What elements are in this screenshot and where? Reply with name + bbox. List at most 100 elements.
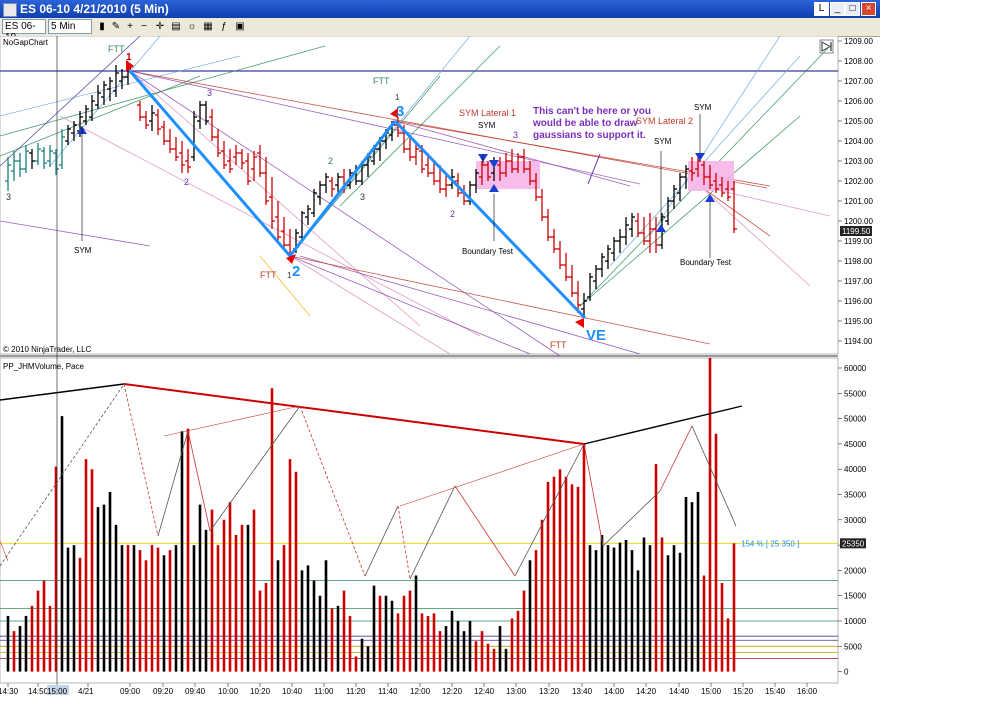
minimize-icon[interactable]: _	[830, 2, 845, 16]
trend-line	[0, 35, 141, 167]
label-ftt-3: FTT	[373, 76, 390, 86]
time-tick-label: 15:00	[47, 687, 68, 696]
label-ftt-1: FTT	[108, 44, 125, 54]
bar-type-icon[interactable]: ▮	[99, 21, 105, 32]
arrow-marker	[695, 153, 705, 161]
trend-line	[129, 70, 561, 357]
price-tick-label: 1194.00	[844, 337, 873, 346]
interval-selector[interactable]: 5 Min	[48, 19, 92, 34]
volume-trend-line	[399, 443, 585, 507]
trend-line	[0, 75, 201, 157]
last-volume-label: 25350	[842, 539, 865, 548]
annotation-arrow	[587, 153, 601, 185]
trend-line	[289, 255, 451, 355]
label-point-ve: VE	[586, 327, 606, 344]
chart-canvas[interactable]: NoGapChart © 2010 NinjaTrader, LLC PP_JH…	[0, 35, 880, 701]
app-icon	[3, 3, 17, 17]
trend-line	[59, 115, 481, 337]
trend-line	[0, 220, 151, 247]
zoom-in-icon[interactable]: +	[127, 21, 133, 32]
volume-trend-line	[209, 405, 301, 532]
time-highlight	[47, 685, 69, 695]
trend-line	[699, 185, 811, 287]
template-icon[interactable]: ▣	[235, 21, 245, 32]
instrument-selector[interactable]: ES 06-10	[2, 19, 46, 43]
volume-panel	[0, 357, 839, 684]
time-tick-label: 13:00	[506, 687, 527, 696]
label-point-3: 3	[396, 103, 404, 120]
time-tick-label: 10:20	[250, 687, 271, 696]
indicator-icon[interactable]: ƒ	[221, 21, 227, 32]
swing-line	[288, 120, 397, 257]
time-tick-label: 09:40	[185, 687, 206, 696]
volume-trend-line	[123, 383, 159, 537]
volume-panel-label: PP_JHMVolume, Pace	[3, 362, 84, 371]
price-tick-label: 1209.00	[844, 37, 873, 46]
time-tick-label: 10:00	[218, 687, 239, 696]
time-tick-label: 4/21	[78, 687, 94, 696]
volume-trend-line	[0, 383, 125, 401]
price-panel-label: NoGapChart	[3, 38, 49, 47]
crosshair-icon[interactable]: ✛	[155, 21, 165, 32]
label-sym-lateral-2: SYM Lateral 2	[636, 116, 693, 126]
trend-line	[299, 255, 641, 355]
volume-trend-line	[163, 405, 301, 437]
swing-line	[128, 70, 292, 257]
volume-tick-label: 10000	[844, 617, 867, 626]
price-tick-label: 1198.00	[844, 257, 873, 266]
time-tick-label: 09:00	[120, 687, 141, 696]
chart-area[interactable]: NoGapChart © 2010 NinjaTrader, LLC PP_JH…	[0, 35, 880, 701]
trend-line	[339, 45, 501, 207]
trend-line	[289, 255, 531, 355]
volume-tick-label: 30000	[844, 516, 867, 525]
chart-trader-icon[interactable]: ▦	[203, 21, 213, 32]
volume-trend-line	[659, 425, 693, 492]
label-sym-lateral-1: SYM Lateral 1	[459, 108, 516, 118]
label-small-3b: 3	[207, 88, 212, 98]
volume-trend-line	[187, 430, 211, 532]
price-tick-label: 1199.00	[844, 237, 873, 246]
time-tick-label: 09:20	[153, 687, 174, 696]
pace-label: 154 % [ 25 350 ]	[741, 539, 799, 548]
label-boundary-test-1: Boundary Test	[462, 247, 514, 256]
volume-tick-label: 35000	[844, 491, 867, 500]
label-sym-4: SYM	[694, 103, 712, 112]
drawing-tool-icon[interactable]: ✎	[111, 21, 121, 32]
time-tick-label: 12:20	[442, 687, 463, 696]
maximize-icon[interactable]: □	[845, 2, 860, 16]
time-tick-label: 16:00	[797, 687, 818, 696]
volume-tick-label: 50000	[844, 415, 867, 424]
label-sym-1: SYM	[74, 246, 92, 255]
label-sym-3: SYM	[654, 137, 672, 146]
label-ftt-4: FTT	[550, 340, 567, 350]
volume-trend-line	[454, 485, 516, 577]
volume-trend-line	[0, 540, 9, 562]
time-tick-label: 14:50	[28, 687, 49, 696]
price-panel	[0, 35, 839, 355]
last-price-box	[840, 226, 872, 236]
time-tick-label: 13:20	[539, 687, 560, 696]
strategy-icon[interactable]: ☼	[187, 21, 197, 32]
ftt-flag	[575, 318, 584, 328]
properties-icon[interactable]: ▤	[171, 21, 181, 32]
time-tick-label: 11:00	[314, 687, 334, 696]
label-small-2c: 2	[450, 209, 455, 219]
price-tick-label: 1195.00	[844, 317, 873, 326]
copyright-text: © 2010 NinjaTrader, LLC	[3, 345, 92, 354]
play-icon[interactable]	[819, 39, 834, 54]
volume-tick-label: 15000	[844, 592, 867, 601]
volume-tick-label: 20000	[844, 566, 867, 575]
link-button[interactable]: L	[814, 2, 829, 16]
price-tick-label: 1206.00	[844, 97, 873, 106]
label-small-3d: 3	[513, 130, 518, 140]
label-point-2: 2	[292, 263, 300, 280]
close-icon[interactable]: ×	[861, 2, 876, 16]
time-tick-label: 14:20	[636, 687, 657, 696]
zoom-out-icon[interactable]: −	[141, 21, 147, 32]
time-tick-label: 15:00	[701, 687, 722, 696]
arrow-marker	[705, 194, 715, 202]
price-tick-label: 1200.00	[844, 217, 873, 226]
trend-line	[289, 255, 711, 345]
price-tick-label: 1207.00	[844, 77, 873, 86]
time-tick-label: 14:00	[604, 687, 625, 696]
